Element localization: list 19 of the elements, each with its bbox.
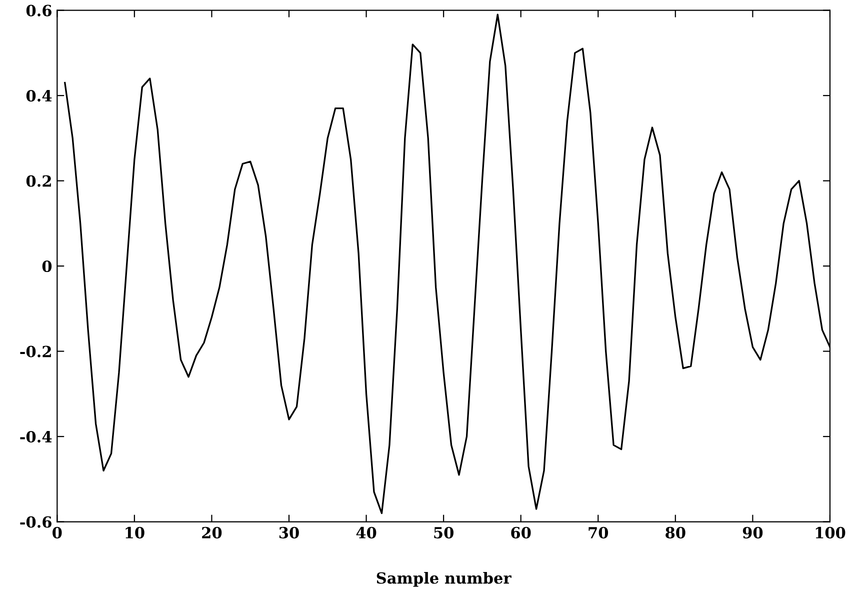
x-tick-label: 40 (356, 526, 376, 538)
y-tick-label: -0.6 (20, 516, 52, 528)
x-tick-label: 10 (126, 526, 144, 538)
x-tick-label: 70 (588, 526, 608, 538)
x-tick-label: 90 (742, 526, 763, 538)
x-axis-title: Sample number (376, 572, 512, 587)
y-tick-label: 0.4 (26, 90, 52, 102)
x-tick-label: 30 (279, 526, 299, 538)
y-tick-label: 0 (42, 260, 52, 272)
x-tick-label: 20 (202, 526, 222, 538)
y-tick-label: -0.2 (20, 346, 51, 358)
x-tick-label: 60 (511, 526, 531, 538)
x-tick-label: 80 (666, 526, 686, 538)
x-tick-label: 0 (52, 526, 62, 538)
x-tick-label: 100 (816, 526, 846, 538)
x-tick-label: 50 (434, 526, 454, 538)
y-tick-label: 0.6 (26, 4, 52, 16)
y-tick-label: 0.2 (26, 175, 51, 187)
y-tick-label: -0.4 (20, 430, 52, 443)
